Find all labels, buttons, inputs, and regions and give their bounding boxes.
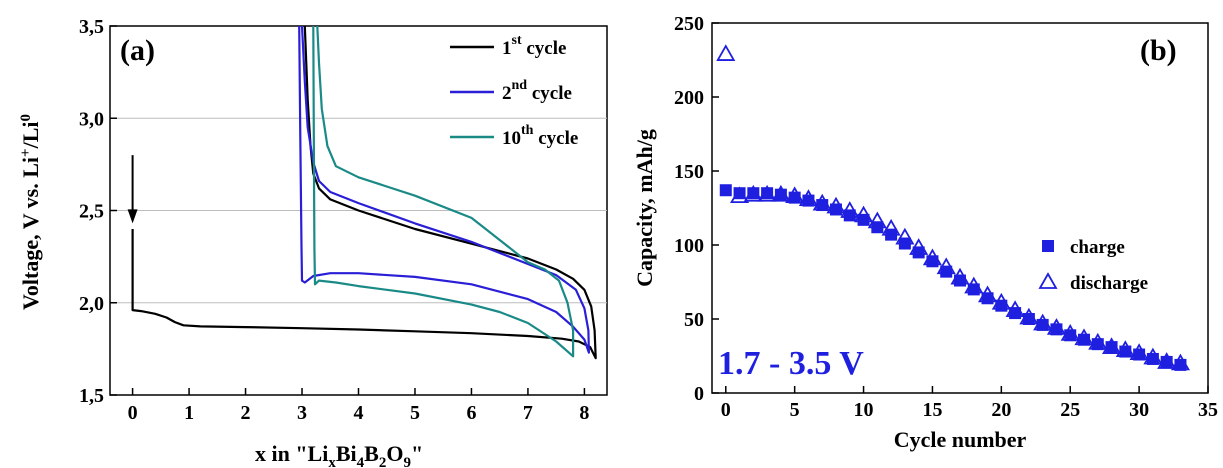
panel-a-voltage-chart: 0 1 2 3 4 5 6 7 8 1,5 2,0 2,5 3,0 3,5 (a) 1st cycle 2n… [18,16,608,468]
panel-b-y-tick-label: 0 [694,383,704,405]
discharge-point [1170,353,1190,371]
legend-charge-marker [1042,240,1054,252]
panel-a-y-tick-label: 2,5 [79,201,104,223]
discharge-point [950,267,970,285]
panel-b-y-tick-label: 150 [674,161,704,183]
panel-b-y-tick-label: 50 [684,309,704,331]
charge-point [940,265,953,278]
panel-a-legend-label: 10th cycle [502,123,578,149]
panel-b-x-tick-label: 15 [922,399,942,421]
discharge-point [798,189,818,207]
charge-point [912,246,925,259]
panel-a-y-tick-label: 1,5 [79,385,104,407]
panel-a-series-lines [131,25,597,360]
discharge-point [881,218,901,236]
discharge-point [1033,313,1053,331]
charge-point [857,213,870,226]
discharge-point [785,186,805,204]
panel-b-legend: charge discharge [1038,237,1148,294]
panel-b-x-tick-label: 5 [790,399,800,421]
panel-b-y-tick-label: 200 [674,87,704,109]
panel-a-legend-label: 2nd cycle [502,78,572,104]
discharge-point [840,201,860,218]
panel-a-y-tick-label: 3,0 [79,108,104,130]
charge-point [843,209,856,222]
panel-a-legend-label: 1st cycle [502,33,566,59]
panel-b-plot-frame [711,22,1209,394]
legend-discharge-marker [1038,272,1058,289]
panel-a-legend: 1st cycle 2nd cycle 10th cycle [450,33,578,149]
panel-a-x-tick-label: 6 [466,402,476,424]
panel-b-voltage-range-label: 1.7 - 3.5 V [718,345,864,382]
panel-b-y-tick-label: 250 [674,13,704,35]
discharge-point [1088,332,1108,350]
discharge-point [867,211,887,229]
discharge-point [1143,347,1163,365]
panel-b-x-tick-label: 10 [854,399,874,421]
panel-b-capacity-chart: 0 5 10 15 20 25 30 35 0 50 100 150 200 250 (b) charge… [632,13,1218,452]
discharge-point [771,184,791,202]
panel-a-y-tick-label: 2,0 [79,293,104,315]
discharge-point [826,196,846,214]
discharge-point [978,285,998,303]
panel-a-x-axis-title: x in "LixBi4B2O9" [255,441,423,468]
legend-charge-label: charge [1070,237,1125,258]
discharge-point [895,227,915,245]
discharge-point [1046,318,1066,335]
panel-b-x-tick-label: 35 [1198,399,1218,421]
panel-a-x-tick-label: 5 [410,402,420,424]
discharge-point [854,205,874,223]
panel-b-x-axis-title: Cycle number [894,427,1027,452]
panel-a-arrow-head [127,209,138,224]
discharge-point [1060,323,1080,341]
discharge-point [716,44,736,61]
panel-a-x-tick-label: 8 [579,402,589,424]
discharge-point [1005,300,1025,318]
discharge-point [922,248,942,266]
discharge-point [743,184,763,202]
discharge-point [1019,307,1039,325]
discharge-point [812,193,832,211]
panel-a-x-tick-label: 7 [523,402,533,424]
discharge-point [1102,337,1122,355]
panel-b-x-tick-label: 30 [1129,399,1149,421]
panel-a-y-axis-title: Voltage, V vs. Li+/Li0 [18,114,43,310]
panel-a-x-tick-label: 3 [297,402,307,424]
discharge-point [1157,352,1177,369]
panel-b-y-tick-label: 100 [674,235,704,257]
panel-b-x-tick-label: 25 [1060,399,1080,421]
panel-a-series-line-2 [298,25,590,354]
panel-a-y-tick-label: 3,5 [79,16,104,38]
panel-b-y-axis-title: Capacity, mAh/g [632,129,657,287]
panel-a-x-tick-label: 0 [128,402,138,424]
panel-a-series-line-3 [312,25,575,358]
discharge-point [964,276,984,294]
discharge-point [936,257,956,275]
discharge-point [757,184,777,202]
panel-a-x-tick-label: 1 [184,402,194,424]
panel-b-x-tick-label: 20 [991,399,1011,421]
discharge-point [730,186,750,204]
panel-a-ticks: 0 1 2 3 4 5 6 7 8 1,5 2,0 2,5 3,0 3,5 [79,16,589,424]
panel-b-data-points [716,44,1190,371]
panel-a-arrow-annotation [127,155,138,224]
panel-a-label: (a) [120,34,155,67]
panel-a-x-tick-label: 2 [241,402,251,424]
panel-b-label: (b) [1140,34,1177,67]
discharge-point [1115,340,1135,357]
panel-b-x-tick-label: 0 [721,399,731,421]
charge-point [719,184,732,197]
discharge-point [909,238,929,255]
discharge-point [1129,343,1149,360]
panel-a-x-tick-label: 4 [354,402,364,424]
discharge-point [991,292,1011,310]
panel-a-series-line-1 [131,25,597,360]
legend-discharge-label: discharge [1070,273,1148,294]
panel-b-ticks: 0 5 10 15 20 25 30 35 0 50 100 150 200 250 [674,13,1218,421]
discharge-point [1074,328,1094,346]
